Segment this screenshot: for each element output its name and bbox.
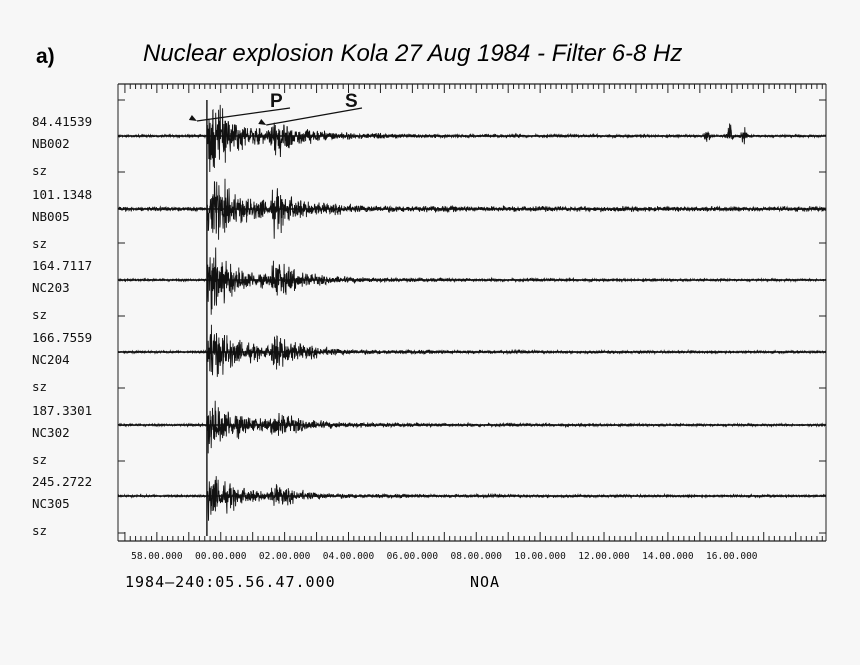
station-component: sz [32, 307, 47, 322]
time-origin-label: 1984—240:05.56.47.000 [125, 573, 336, 591]
s-arrow [266, 107, 363, 126]
trace-NC204 [117, 324, 827, 377]
station-component: sz [32, 163, 47, 178]
x-tick-label: 06.00.000 [387, 551, 439, 562]
station-distance: 164.7117 [32, 258, 92, 273]
x-tick-label: 10.00.000 [514, 551, 566, 562]
station-name: NC204 [32, 352, 70, 367]
s-phase-label: S [345, 91, 358, 112]
x-tick-label: 08.00.000 [451, 551, 503, 562]
station-distance: 245.2722 [32, 474, 92, 489]
p-arrow-head [188, 115, 197, 121]
waveform-traces [117, 104, 827, 521]
station-name: NB005 [32, 209, 70, 224]
station-distance: 166.7559 [32, 330, 92, 345]
station-component: sz [32, 452, 47, 467]
network-label: NOA [470, 573, 500, 591]
trace-NC302 [117, 400, 826, 454]
station-name: NC305 [32, 496, 70, 511]
station-name: NC203 [32, 280, 70, 295]
plot-axes [117, 83, 827, 542]
trace-NB002 [117, 104, 827, 173]
p-phase-label: P [270, 91, 283, 112]
trace-NC203 [117, 247, 827, 315]
p-arrow [196, 107, 291, 122]
x-tick-label: 58.00.000 [131, 551, 183, 562]
panel-label: a) [36, 45, 55, 68]
station-distance: 84.41539 [32, 114, 92, 129]
s-arrow-head [258, 119, 267, 125]
station-component: sz [32, 236, 47, 251]
x-tick-label: 02.00.000 [259, 551, 311, 562]
x-tick-label: 04.00.000 [323, 551, 375, 562]
station-labels: 84.41539 NB002 sz 101.1348 NB005 sz 164.7117 NC… [32, 114, 92, 538]
x-tick-label: 00.00.000 [195, 551, 247, 562]
x-tick-label: 12.00.000 [578, 551, 630, 562]
station-name: NB002 [32, 136, 70, 151]
station-name: NC302 [32, 425, 70, 440]
station-distance: 101.1348 [32, 187, 92, 202]
time-ticks: 58.00.000 00.00.000 02.00.000 04.00.000 06.0… [124, 84, 823, 562]
station-component: sz [32, 379, 47, 394]
trace-NC305 [117, 476, 827, 521]
station-distance: 187.3301 [32, 403, 92, 418]
station-component: sz [32, 523, 47, 538]
chart-title: Nuclear explosion Kola 27 Aug 1984 - Fil… [143, 40, 682, 67]
x-tick-label: 14.00.000 [642, 551, 694, 562]
x-tick-label: 16.00.000 [706, 551, 758, 562]
